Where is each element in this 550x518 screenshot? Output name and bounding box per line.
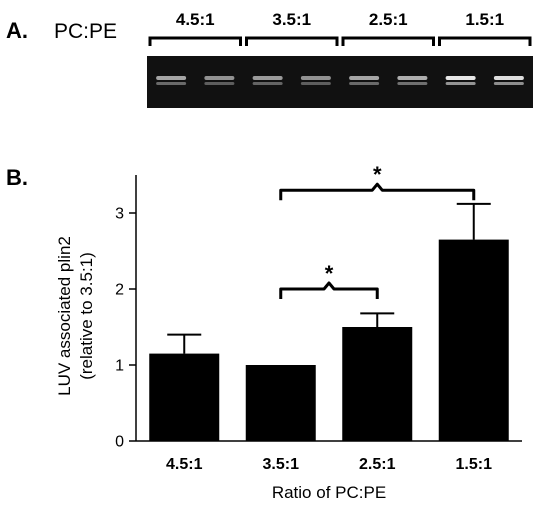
lane-group-label: 3.5:1 bbox=[272, 10, 311, 29]
bar bbox=[342, 327, 413, 441]
gel-band-lower bbox=[397, 82, 428, 85]
panel-a-header: PC:PE bbox=[54, 20, 117, 43]
lane-group-bracket bbox=[148, 36, 242, 46]
x-tick-label: 2.5:1 bbox=[359, 456, 396, 473]
gel-band bbox=[156, 76, 187, 80]
significance-bracket bbox=[279, 281, 379, 299]
lane-group-label: 2.5:1 bbox=[369, 10, 408, 29]
lane-groups: 4.5:1 3.5:1 2.5:1 1.5:1 bbox=[148, 10, 532, 46]
gel-band bbox=[349, 76, 380, 80]
lane-group-bracket bbox=[438, 36, 532, 46]
gel-band-lower bbox=[204, 82, 235, 85]
significance-bracket bbox=[279, 182, 476, 201]
x-tick-label: 1.5:1 bbox=[456, 456, 493, 473]
bar bbox=[245, 365, 316, 441]
lane-group-label: 1.5:1 bbox=[465, 10, 504, 29]
significance-label: * bbox=[325, 261, 334, 286]
bar bbox=[149, 353, 220, 441]
bar-chart: 0 1 2 3 4.5:1 3.5:1 2.5:1 1.5:1 * * Ratio of PC:PE… bbox=[55, 162, 522, 502]
gel-band-lower bbox=[445, 82, 476, 85]
y-tick-label: 0 bbox=[115, 434, 124, 451]
x-tick-label: 4.5:1 bbox=[166, 456, 203, 473]
lane-group-bracket bbox=[245, 36, 339, 46]
y-axis-title: LUV associated plin2 bbox=[55, 236, 74, 396]
y-tick-label: 2 bbox=[115, 282, 124, 299]
gel-bands bbox=[156, 76, 524, 85]
gel-image bbox=[147, 56, 533, 108]
y-axis-subtitle: (relative to 3.5:1) bbox=[77, 252, 96, 380]
lane-group-bracket bbox=[341, 36, 435, 46]
significance-label: * bbox=[373, 162, 382, 187]
gel-band bbox=[445, 76, 476, 80]
gel-band bbox=[204, 76, 235, 80]
lane-group-label: 4.5:1 bbox=[176, 10, 215, 29]
y-tick-label: 1 bbox=[115, 358, 124, 375]
gel-band-lower bbox=[300, 82, 331, 85]
gel-band-lower bbox=[493, 82, 524, 85]
panel-b-label: B. bbox=[6, 165, 28, 190]
gel-band-lower bbox=[252, 82, 283, 85]
gel-band bbox=[252, 76, 283, 80]
gel-band-lower bbox=[349, 82, 380, 85]
gel-band bbox=[493, 76, 524, 80]
x-axis-title: Ratio of PC:PE bbox=[272, 483, 386, 502]
gel-band bbox=[397, 76, 428, 80]
y-tick-label: 3 bbox=[115, 206, 124, 223]
x-tick-label: 3.5:1 bbox=[263, 456, 300, 473]
gel-band-lower bbox=[156, 82, 187, 85]
panel-a-label: A. bbox=[6, 18, 28, 43]
bar bbox=[438, 239, 509, 441]
gel-band bbox=[300, 76, 331, 80]
